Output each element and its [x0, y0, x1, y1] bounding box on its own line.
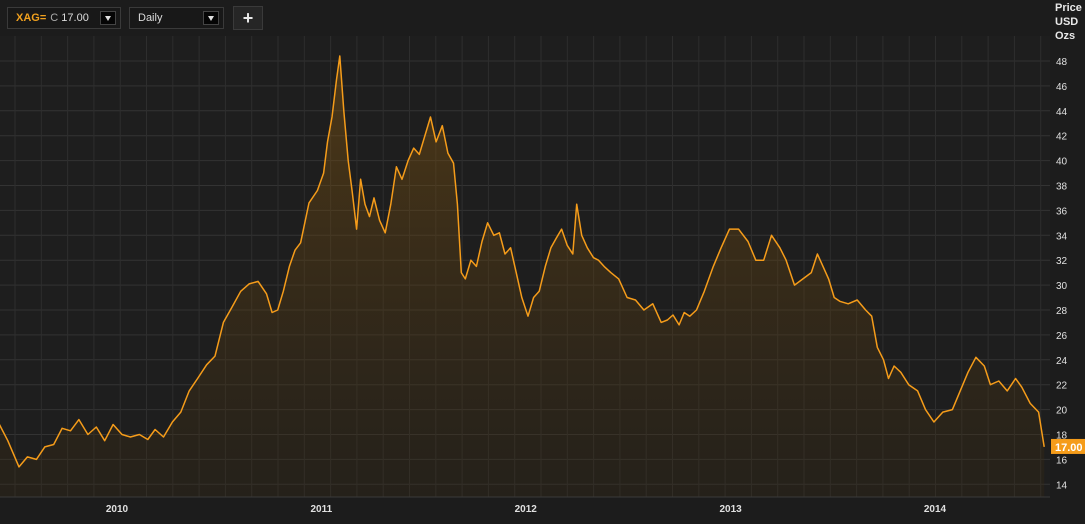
y-tick-label: 40: [1056, 157, 1068, 168]
x-tick-label: 2010: [106, 504, 129, 515]
y-tick-label: 18: [1056, 431, 1068, 442]
last-price-tag-box: [1051, 438, 1085, 454]
symbol-selector[interactable]: XAG= C 17.00: [7, 7, 121, 29]
y-axis: 14 16 18 20 22 24 26 28 30 32 34 36 38 40 42 44 46 48: [1056, 57, 1068, 491]
y-tick-label: 14: [1056, 480, 1068, 491]
y-tick-label: 22: [1056, 381, 1068, 392]
symbol-code: XAG=: [16, 12, 47, 24]
axis-unit-line-3: Ozs: [1055, 30, 1076, 42]
last-price-tag: 17.00: [1051, 438, 1085, 454]
chart-toolbar: XAG= C 17.00 Daily +: [0, 0, 1050, 36]
y-tick-label: 26: [1056, 331, 1068, 342]
y-tick-label: 34: [1056, 231, 1068, 242]
y-tick-label: 16: [1056, 455, 1068, 466]
axis-unit-line-2: USD: [1055, 16, 1079, 28]
series-area: [0, 56, 1045, 497]
y-tick-label: 44: [1056, 107, 1068, 118]
y-tick-label: 30: [1056, 281, 1068, 292]
y-tick-label: 46: [1056, 82, 1068, 93]
y-tick-label: 38: [1056, 182, 1068, 193]
chevron-down-icon[interactable]: [203, 11, 219, 25]
x-tick-label: 2013: [720, 504, 743, 515]
y-tick-label: 36: [1056, 206, 1068, 217]
interval-selector[interactable]: Daily: [129, 7, 224, 29]
y-tick-label: 20: [1056, 406, 1068, 417]
last-price-value: 17.00: [1055, 442, 1083, 454]
chevron-down-icon[interactable]: [100, 11, 116, 25]
close-value: 17.00: [61, 12, 89, 24]
close-label: C: [50, 12, 59, 24]
y-tick-label: 42: [1056, 132, 1068, 143]
x-tick-label: 2012: [515, 504, 538, 515]
y-tick-label: 48: [1056, 57, 1068, 68]
x-tick-label: 2014: [924, 504, 947, 515]
x-axis: 2010 2011 2012 2013 2014: [0, 496, 1050, 515]
y-tick-label: 24: [1056, 356, 1068, 367]
x-tick-label: 2011: [311, 504, 333, 515]
y-tick-label: 32: [1056, 256, 1068, 267]
symbol-readout: XAG= C 17.00: [16, 12, 89, 24]
series-line: [0, 55, 1045, 468]
interval-value: Daily: [138, 12, 163, 24]
axis-unit-line-1: Price: [1055, 2, 1082, 14]
add-button[interactable]: +: [233, 6, 263, 30]
y-tick-label: 28: [1056, 306, 1068, 317]
